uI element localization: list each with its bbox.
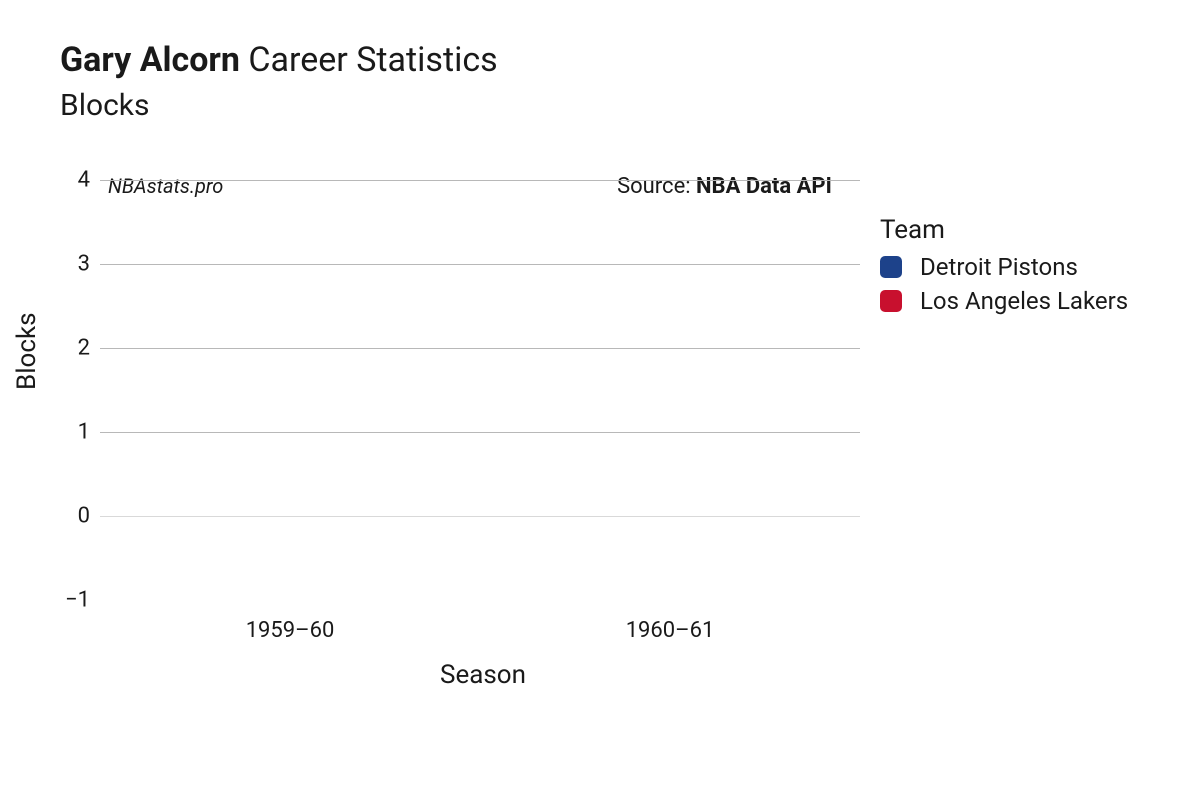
title-block: Gary Alcorn Career Statistics Blocks	[60, 40, 498, 123]
title-player-name: Gary Alcorn	[60, 40, 240, 80]
legend: Team Detroit Pistons Los Angeles Lakers	[880, 215, 1128, 315]
y-axis-label: Blocks	[12, 312, 42, 390]
legend-swatch	[880, 290, 902, 312]
x-tick-label: 1960–61	[626, 618, 715, 643]
gridline	[100, 432, 860, 433]
watermark-text: NBAstats.pro	[108, 174, 223, 198]
legend-title: Team	[880, 215, 1128, 245]
gridline	[100, 516, 860, 517]
y-tick-label: 2	[78, 336, 90, 361]
legend-label: Detroit Pistons	[920, 253, 1078, 281]
gridline	[100, 264, 860, 265]
x-axis-label: Season	[440, 660, 526, 690]
plot-area: NBAstats.pro Source: NBA Data API −10123…	[100, 180, 860, 600]
source-prefix: Source:	[617, 174, 696, 199]
y-tick-label: 4	[78, 168, 90, 193]
y-tick-label: 3	[78, 252, 90, 277]
gridline	[100, 180, 860, 181]
source-attribution: Source: NBA Data API	[617, 174, 832, 199]
x-tick-label: 1959–60	[246, 618, 335, 643]
chart-subtitle: Blocks	[60, 88, 498, 123]
y-tick-label: 0	[78, 504, 90, 529]
legend-swatch	[880, 256, 902, 278]
chart-container: Gary Alcorn Career Statistics Blocks NBA…	[0, 0, 1200, 800]
source-name: NBA Data API	[696, 174, 832, 199]
y-tick-label: −1	[65, 588, 90, 613]
gridline	[100, 348, 860, 349]
legend-item: Los Angeles Lakers	[880, 287, 1128, 315]
y-tick-label: 1	[78, 420, 90, 445]
legend-label: Los Angeles Lakers	[920, 287, 1128, 315]
title-suffix: Career Statistics	[240, 40, 498, 80]
chart-title: Gary Alcorn Career Statistics	[60, 40, 498, 80]
legend-item: Detroit Pistons	[880, 253, 1128, 281]
